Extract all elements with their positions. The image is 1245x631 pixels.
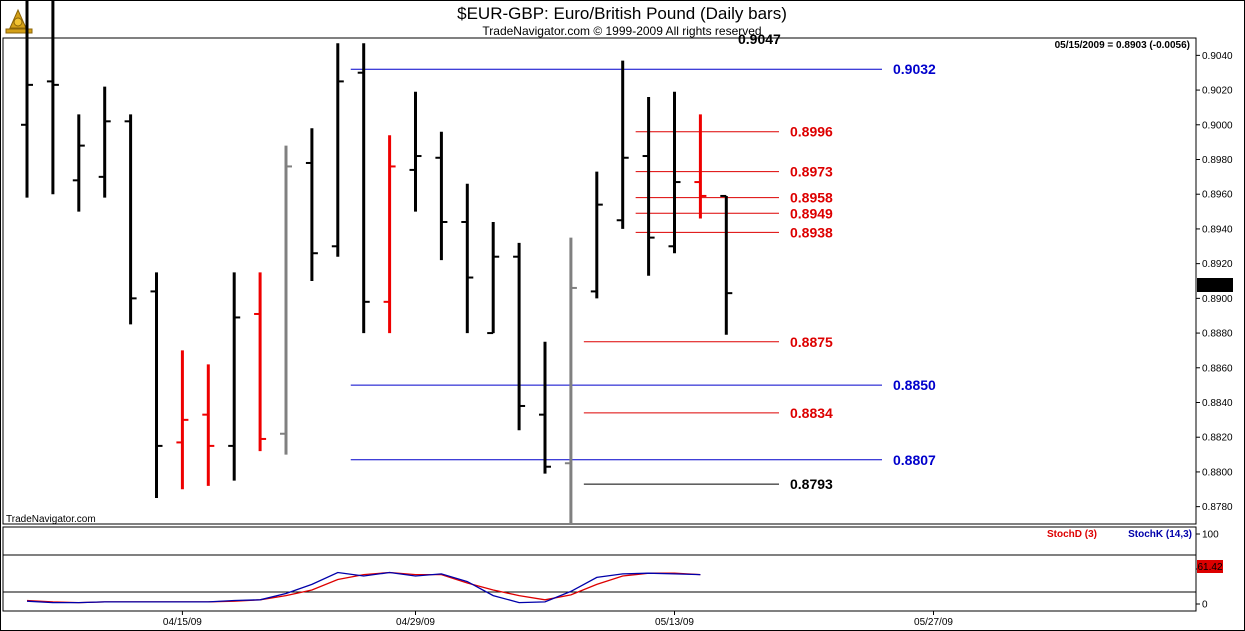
level-label: 0.8958: [790, 190, 833, 206]
level-label: 0.8973: [790, 164, 833, 180]
stoch-tick-label: 0: [1202, 600, 1208, 611]
legend-stochk: StochK (14,3): [1128, 529, 1192, 540]
date-readout: 05/15/2009 = 0.8903 (-0.0056): [1055, 40, 1190, 51]
y-tick-label: 0.8980: [1202, 155, 1233, 166]
level-label: 0.8996: [790, 124, 833, 140]
price-panel: 0.9040 0.9020 0.9000 0.8980 0.8960 0.8940 0.89…: [2, 0, 1233, 525]
y-tick-label: 0.8960: [1202, 190, 1233, 201]
stoch-lines: [26, 571, 701, 604]
level-label: 0.8875: [790, 334, 833, 350]
y-tick-label: 0.9040: [1202, 51, 1233, 62]
level-label: 0.8938: [790, 224, 833, 240]
y-tick-label: 0.8900: [1202, 294, 1233, 305]
price-axis-ticks: 0.9040 0.9020 0.9000 0.8980 0.8960 0.8940 0.89…: [1196, 51, 1233, 513]
y-tick-label: 0.8860: [1202, 363, 1233, 374]
chart-title: $EUR-GBP: Euro/British Pound (Daily bars…: [457, 4, 787, 23]
level-label: 0.8793: [790, 476, 833, 492]
y-tick-label: 0.8840: [1202, 398, 1233, 409]
level-label: 0.8834: [790, 405, 833, 421]
stoch-last-marker: 61.42: [1197, 560, 1223, 573]
cut-off-high-label: 0.9047: [738, 31, 781, 47]
y-tick-label: 0.8920: [1202, 259, 1233, 270]
level-label: 0.8850: [893, 377, 936, 393]
legend-stochd: StochD (3): [1047, 529, 1097, 540]
y-tick-label: 0.9000: [1202, 120, 1233, 131]
y-tick-label: 0.8880: [1202, 329, 1233, 340]
stoch-tick-label: 100: [1202, 530, 1219, 541]
chart-subtitle: TradeNavigator.com © 1999-2009 All right…: [482, 24, 761, 38]
level-label: 0.8807: [893, 452, 936, 468]
stoch-last-label: 61.42: [1197, 562, 1222, 573]
ohlc-bars: [21, 0, 733, 524]
y-tick-label: 0.8780: [1202, 502, 1233, 513]
stoch-series-line: [26, 571, 701, 604]
level-label: 0.9032: [893, 61, 936, 77]
y-tick-label: 0.8800: [1202, 467, 1233, 478]
last-price-label: 0.8903: [1200, 281, 1231, 292]
stochastic-panel: 100500 StochD (3) StochK (14,3) 61.42: [2, 526, 1223, 612]
x-axis-ticks: 04/15/09 04/29/09 05/13/09 05/27/09: [163, 611, 953, 628]
x-tick-label: 04/15/09: [163, 617, 202, 628]
y-tick-label: 0.8940: [1202, 224, 1233, 235]
x-tick-label: 04/29/09: [396, 617, 435, 628]
x-tick-label: 05/27/09: [914, 617, 953, 628]
sextant-logo-icon: [5, 8, 33, 34]
level-label: 0.8949: [790, 205, 833, 221]
watermark: TradeNavigator.com: [6, 514, 96, 525]
y-tick-label: 0.8820: [1202, 433, 1233, 444]
last-price-marker: 0.8903: [1197, 278, 1233, 292]
x-tick-label: 05/13/09: [655, 617, 694, 628]
y-tick-label: 0.9020: [1202, 86, 1233, 97]
